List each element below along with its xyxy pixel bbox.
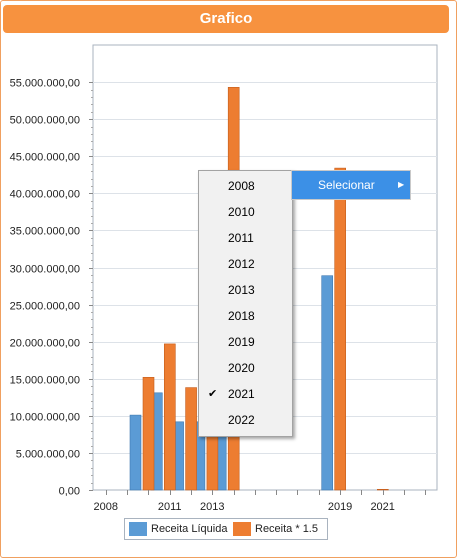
- menu-item-label: 2011: [228, 231, 254, 245]
- bar-receita-1-5-2012: [185, 387, 197, 491]
- menu-item-2010[interactable]: 2010: [199, 199, 292, 225]
- legend-swatch-receita-liquida: [129, 522, 147, 536]
- legend-label-receita-liquida: Receita Líquida: [151, 523, 228, 535]
- y-tick-label: 40.000.000,00: [10, 189, 80, 201]
- menu-item-label: 2010: [228, 205, 255, 219]
- legend-item-receita-1-5: Receita * 1.5: [233, 522, 318, 536]
- y-tick-label: 15.000.000,00: [10, 375, 80, 387]
- y-tick-label: 10.000.000,00: [10, 412, 80, 424]
- bar-receita-1-5-2011: [164, 343, 176, 491]
- menu-item-2020[interactable]: 2020: [199, 355, 292, 381]
- y-tick-label: 0,00: [59, 486, 80, 498]
- x-tick-label: 2019: [328, 501, 352, 513]
- menu-item-2018[interactable]: 2018: [199, 303, 292, 329]
- menu-item-2022[interactable]: 2022: [199, 407, 292, 433]
- bar-receita-liquida-2010: [129, 414, 142, 491]
- menu-item-label: 2022: [228, 413, 255, 427]
- y-tick-label: 45.000.000,00: [10, 152, 80, 164]
- menu-item-2012[interactable]: 2012: [199, 251, 292, 277]
- x-tick-label: 2008: [94, 501, 118, 513]
- x-tick-label: 2011: [158, 501, 182, 513]
- bar-receita-1-5-2019: [334, 167, 347, 491]
- y-tick-label: 35.000.000,00: [10, 226, 80, 238]
- bar-receita-1-5-2021: [376, 488, 389, 491]
- window-title: Grafico: [3, 5, 449, 33]
- y-tick-label: 50.000.000,00: [10, 115, 80, 127]
- legend-label-receita-1-5: Receita * 1.5: [255, 523, 318, 535]
- y-tick-label: 5.000.000,00: [16, 449, 80, 461]
- menu-item-2011[interactable]: 2011: [199, 225, 292, 251]
- menu-item-label: 2008: [228, 179, 255, 193]
- bar-receita-1-5-2010: [142, 376, 155, 491]
- menu-item-2008[interactable]: 2008: [199, 173, 292, 199]
- menu-item-2019[interactable]: 2019: [199, 329, 292, 355]
- x-tick-label: 2013: [200, 501, 224, 513]
- menu-item-2021[interactable]: ✔ 2021: [199, 381, 292, 407]
- menu-item-label: 2018: [228, 309, 255, 323]
- y-tick-label: 20.000.000,00: [10, 338, 80, 350]
- menu-item-label: 2020: [228, 361, 255, 375]
- menu-item-2013[interactable]: 2013: [199, 277, 292, 303]
- submenu-selecionar-label: Selecionar: [318, 178, 375, 192]
- menu-item-label: 2019: [228, 335, 255, 349]
- legend-swatch-receita-1-5: [233, 522, 251, 536]
- chart-legend: Receita Líquida Receita * 1.5: [124, 518, 328, 540]
- menu-item-label: 2012: [228, 257, 255, 271]
- context-menu: 2008 2010 2011 2012 2013 2018 2019 2020 ✔ 2021 202…: [198, 170, 293, 437]
- y-tick-label: 25.000.000,00: [10, 301, 80, 313]
- menu-item-label: 2013: [228, 283, 255, 297]
- y-tick-label: 30.000.000,00: [10, 264, 80, 276]
- check-icon: ✔: [208, 388, 218, 400]
- chevron-right-icon: ▶: [398, 180, 405, 189]
- x-tick-label: 2021: [370, 501, 394, 513]
- legend-item-receita-liquida: Receita Líquida: [129, 522, 227, 536]
- y-tick-label: 55.000.000,00: [10, 78, 80, 90]
- menu-item-label: 2021: [228, 387, 255, 401]
- bar-receita-liquida-2019: [321, 275, 334, 491]
- submenu-selecionar[interactable]: Selecionar ▶: [291, 170, 411, 200]
